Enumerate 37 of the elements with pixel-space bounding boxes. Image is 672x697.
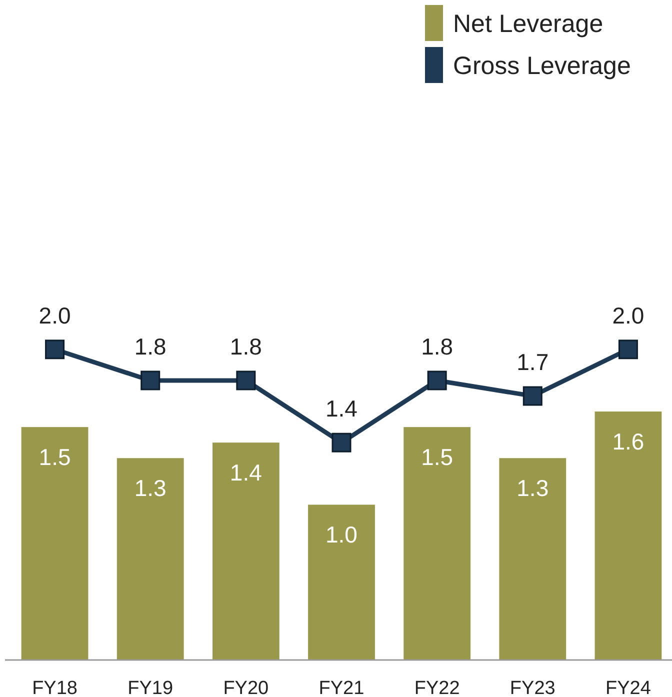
- data-label: 1.8: [421, 333, 454, 360]
- legend-label: Gross Leverage: [453, 52, 631, 80]
- point: [45, 340, 65, 360]
- data-label: 1.0: [326, 522, 358, 548]
- bar: [21, 427, 88, 660]
- point: [236, 370, 256, 390]
- data-label: 1.3: [516, 475, 549, 502]
- data-label: 2.0: [38, 302, 71, 328]
- data-label: 2.0: [612, 302, 644, 328]
- point: [618, 340, 638, 360]
- point: [332, 432, 352, 452]
- data-label: 1.5: [421, 444, 454, 470]
- bar: [308, 504, 375, 660]
- data-label: 1.5: [38, 444, 71, 470]
- x-tick-label: FY20: [223, 678, 269, 697]
- data-label: 1.3: [134, 475, 166, 502]
- bar: [499, 458, 566, 660]
- data-label: 1.8: [230, 333, 262, 360]
- x-tick-label: FY18: [32, 678, 78, 697]
- data-label: 1.7: [516, 349, 549, 375]
- bar: [116, 458, 184, 660]
- point: [522, 386, 542, 406]
- point: [140, 370, 160, 390]
- data-label: 1.8: [134, 333, 166, 360]
- legend-label: Net Leverage: [453, 10, 604, 38]
- bar: [594, 412, 662, 660]
- bar: [404, 427, 471, 660]
- x-tick-label: FY24: [606, 678, 652, 697]
- bar: [212, 442, 280, 660]
- point: [427, 370, 447, 390]
- data-label: 1.6: [612, 428, 644, 455]
- data-label: 1.4: [230, 460, 262, 486]
- x-tick-label: FY22: [414, 678, 460, 697]
- data-label: 1.4: [326, 396, 358, 422]
- x-tick-label: FY23: [510, 678, 556, 697]
- x-tick-label: FY19: [128, 678, 174, 697]
- x-tick-label: FY21: [318, 678, 364, 697]
